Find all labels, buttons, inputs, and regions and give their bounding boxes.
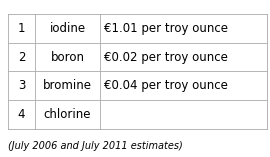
Text: 2: 2 — [18, 51, 25, 64]
Text: 4: 4 — [18, 108, 25, 121]
Text: chlorine: chlorine — [44, 108, 91, 121]
Text: €0.04 per troy ounce: €0.04 per troy ounce — [104, 79, 228, 92]
Text: (July 2006 and July 2011 estimates): (July 2006 and July 2011 estimates) — [8, 141, 183, 151]
Text: €1.01 per troy ounce: €1.01 per troy ounce — [104, 22, 228, 35]
Text: 3: 3 — [18, 79, 25, 92]
Text: iodine: iodine — [49, 22, 86, 35]
Text: 1: 1 — [18, 22, 25, 35]
Text: bromine: bromine — [43, 79, 92, 92]
Text: boron: boron — [50, 51, 85, 64]
Text: €0.02 per troy ounce: €0.02 per troy ounce — [104, 51, 228, 64]
